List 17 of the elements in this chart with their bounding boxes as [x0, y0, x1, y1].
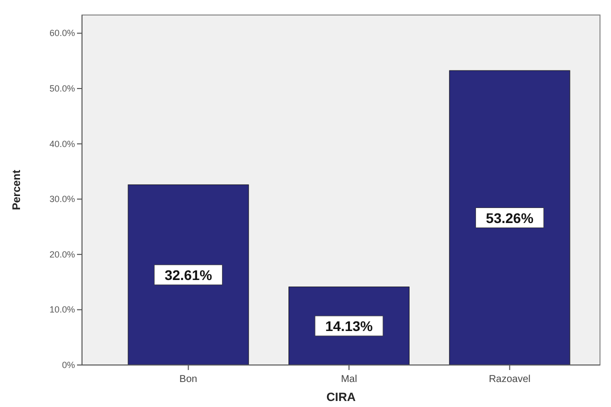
y-tick-label: 20.0% [49, 249, 75, 260]
y-tick-label: 50.0% [49, 84, 75, 94]
y-tick-label: 0% [62, 360, 75, 370]
x-axis-title: CIRA [326, 390, 356, 404]
y-tick-label: 10.0% [49, 304, 75, 315]
bar [449, 70, 570, 366]
x-tick-label: Mal [340, 374, 358, 385]
data-label: 32.61% [164, 266, 213, 283]
x-tick-label: Razoavel [488, 374, 531, 385]
y-axis-title: Percent [11, 169, 23, 210]
data-label: 53.26% [486, 210, 534, 226]
data-label: 14.13% [325, 318, 374, 334]
y-tick-label: 60.0% [49, 28, 75, 38]
bar [128, 184, 249, 366]
x-tick-label: Bon [179, 374, 198, 385]
y-tick-label: 40.0% [49, 138, 75, 149]
y-tick-label: 30.0% [49, 194, 75, 204]
